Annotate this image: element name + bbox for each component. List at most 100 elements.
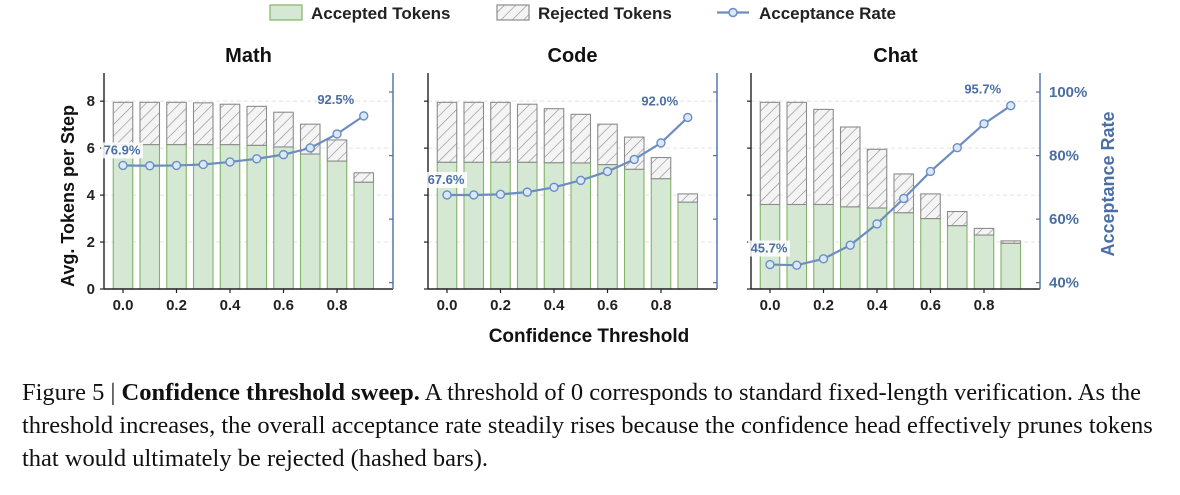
acceptance-rate-point [899,193,909,204]
rejected-bar [650,156,672,180]
x-tick-label: 0.2 [813,297,834,314]
rejected-bar [570,113,592,164]
acceptance-rate-point [305,143,315,153]
panel-title: Math [225,45,272,67]
start-rate-annotation: 76.9% [104,142,141,157]
acceptance-rate-point [925,166,936,177]
x-tick-label: 0.2 [166,297,187,314]
legend-rate-marker [728,7,738,18]
x-tick-label: 0.6 [597,297,618,314]
x-tick-label: 0.6 [920,297,941,314]
accepted-bar [946,225,968,290]
x-tick-label: 0.8 [974,297,995,314]
accepted-bar [813,203,834,290]
rejected-bar [839,126,861,208]
rejected-bar [759,101,781,206]
rejected-bar [436,101,458,163]
annotation-bg [748,240,790,257]
acceptance-rate-point [225,157,235,167]
acceptance-rate-point [442,190,452,200]
x-tick-label: 0.2 [490,297,511,314]
acceptance-rate-line [122,114,365,167]
accepted-bar [490,161,511,290]
x-tick-label: 0.8 [651,297,672,314]
acceptance-rate-point [171,160,182,171]
accepted-bar [597,164,618,290]
y-tick-label: 8 [87,93,95,110]
rejected-bar [973,227,995,236]
panel-chat: Chat 40% 60% 80% 100% 0.0 0.2 0.4 0.6 0.8 45.7% 95.… [747,45,1087,314]
legend-rate-label: Acceptance Rate [759,4,896,23]
y-tick-label: 2 [87,234,95,251]
acceptance-rate-point [818,254,829,264]
rejected-bar [597,123,618,166]
caption-text: A threshold of 0 corresponds to standard… [22,379,1153,472]
accepted-bar [299,153,321,290]
acceptance-rate-point [495,189,506,200]
accepted-bar [623,168,645,290]
start-rate-annotation: 67.6% [428,172,465,187]
x-tick-label: 0.8 [327,297,348,314]
accepted-bar [893,212,915,290]
y-axis-right-label: Acceptance Rate [1098,111,1118,256]
acceptance-rate-point [332,129,342,139]
accepted-bar [326,160,348,290]
rejected-bar [463,101,485,163]
acceptance-rate-point [359,111,369,121]
acceptance-rate-line [769,104,1012,267]
figure-caption: Figure 5 | Confidence threshold sweep. A… [22,376,1162,475]
right-tick-label: 100% [1049,84,1087,101]
rejected-bar [946,210,968,227]
figure-chart: Accepted Tokens Rejected Tokens Acceptan… [58,4,1118,347]
end-rate-annotation: 92.5% [317,92,354,107]
acceptance-rate-point [118,160,128,171]
rejected-bar [677,193,699,203]
legend-accepted-label: Accepted Tokens [311,4,451,23]
accepted-bar [543,162,565,290]
acceptance-rate-point [765,259,775,270]
accepted-bar [353,181,375,290]
rejected-bar [246,105,268,146]
panels: Math 0 2 4 6 8 0.0 0.2 0.4 0.6 0.8 76.9% 92.5% Code 0.… [87,45,1088,314]
rejected-bar [1000,240,1022,244]
rejected-bar [192,102,214,146]
rejected-bar [813,108,834,206]
x-tick-label: 0.0 [113,297,134,314]
acceptance-rate-point [656,138,666,148]
end-rate-annotation: 95.7% [964,82,1001,97]
accepted-bar [650,178,672,290]
rejected-bar [893,173,915,214]
acceptance-rate-point [602,166,613,177]
rejected-bar [166,101,187,146]
rejected-bar [516,103,538,163]
rejected-bar [786,101,808,206]
accepted-bar [273,146,294,290]
acceptance-rate-point [979,119,989,129]
start-rate-annotation: 45.7% [751,241,788,256]
legend: Accepted Tokens Rejected Tokens Acceptan… [269,4,896,23]
rejected-bar [623,136,645,170]
acceptance-rate-line [447,116,689,197]
x-tick-label: 0.4 [867,297,889,314]
caption-prefix: Figure 5 | [22,379,122,406]
caption-bold: Confidence threshold sweep. [121,379,420,406]
y-tick-label: 4 [87,187,96,204]
y-tick-label: 6 [87,140,95,157]
acceptance-rate-point [872,219,882,229]
right-tick-label: 80% [1049,148,1079,165]
acceptance-rate-point [629,154,639,165]
legend-rejected-label: Rejected Tokens [538,4,672,23]
end-rate-annotation: 92.0% [641,93,678,108]
acceptance-rate-point [683,112,693,123]
accepted-bar [1000,242,1022,290]
x-tick-label: 0.6 [273,297,294,314]
x-axis-label: Confidence Threshold [489,326,690,347]
acceptance-rate-point [549,182,559,193]
acceptance-rate-point [522,187,532,197]
legend-rejected-swatch [496,4,530,21]
acceptance-rate-point [845,240,855,250]
rejected-bar [866,148,888,209]
accepted-bar [920,218,941,290]
panel-math: Math 0 2 4 6 8 0.0 0.2 0.4 0.6 0.8 76.9% 92.5% [87,45,394,314]
rejected-bar [139,101,161,146]
